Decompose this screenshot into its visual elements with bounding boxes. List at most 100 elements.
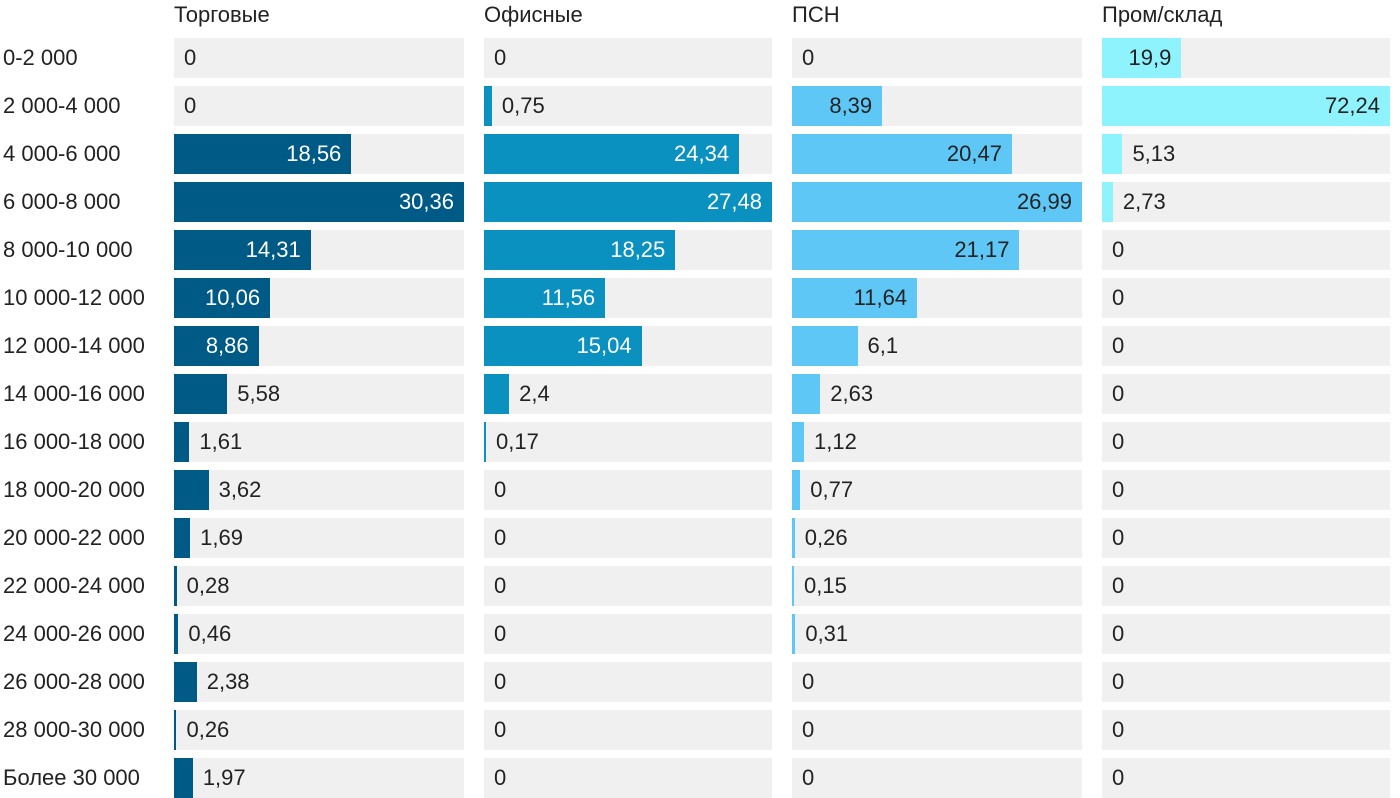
bar-track: 0 (484, 38, 772, 78)
data-label: 0 (1112, 285, 1125, 310)
bar-track: 0 (1102, 662, 1390, 702)
data-label: 1,61 (199, 429, 243, 454)
data-label: 27,48 (706, 189, 762, 214)
category-label: 18 000-20 000 (3, 477, 145, 502)
bar (792, 86, 883, 126)
bar-track: 3,62 (174, 470, 464, 510)
data-label: 2,63 (830, 381, 874, 406)
bar-track: 0 (484, 710, 772, 750)
bar-track: 18,56 (174, 134, 464, 174)
data-label: 14,31 (245, 237, 301, 262)
data-label: 0 (1112, 669, 1125, 694)
bar-track: 0 (792, 758, 1082, 798)
bar-track: 0 (484, 470, 772, 510)
bar (484, 422, 486, 462)
bar (792, 566, 794, 606)
category-label: 0-2 000 (3, 45, 78, 70)
data-label: 0,46 (188, 621, 232, 646)
data-label: 6,1 (867, 333, 899, 358)
category-label: 16 000-18 000 (3, 429, 145, 454)
bar (1102, 182, 1113, 222)
bar (174, 230, 311, 270)
category-label: 26 000-28 000 (3, 669, 145, 694)
data-label: 0 (494, 525, 507, 550)
bar-track: 0 (792, 38, 1082, 78)
data-label: 24,34 (674, 141, 730, 166)
data-label: 30,36 (398, 189, 454, 214)
bar-track: 2,73 (1102, 182, 1390, 222)
data-label: 0,31 (805, 621, 849, 646)
bar-track: 0,77 (792, 470, 1082, 510)
data-label: 2,38 (206, 669, 250, 694)
bar (792, 326, 858, 366)
bar-track: 0 (1102, 230, 1390, 270)
data-label: 0,77 (810, 477, 854, 502)
bar-track: 0 (1102, 326, 1390, 366)
data-label: 0 (184, 93, 197, 118)
data-label: 5,13 (1132, 141, 1176, 166)
data-label: 0 (494, 765, 507, 790)
bar (792, 230, 1020, 270)
data-label: 0 (1112, 477, 1125, 502)
bar-track: 0,31 (792, 614, 1082, 654)
bar-track: 0 (1102, 710, 1390, 750)
bar-track: 1,12 (792, 422, 1082, 462)
bar-track: 14,31 (174, 230, 464, 270)
data-label: 0,26 (186, 717, 230, 742)
data-label: 11,64 (853, 285, 908, 310)
data-label: 0 (1112, 717, 1125, 742)
bar (174, 470, 209, 510)
bar-track: 26,99 (792, 182, 1082, 222)
bar-track: 21,17 (792, 230, 1082, 270)
bar-track: 5,13 (1102, 134, 1390, 174)
bar-track: 0 (484, 758, 772, 798)
data-label: 5,58 (237, 381, 281, 406)
bar-track: 0 (1102, 566, 1390, 606)
data-label: 15,04 (576, 333, 632, 358)
data-label: 8,39 (829, 93, 873, 118)
bar (174, 422, 190, 462)
data-label: 0 (1112, 525, 1125, 550)
series-title: Торговые (174, 2, 270, 27)
bar-track: 15,04 (484, 326, 772, 366)
bar-track: 0 (1102, 278, 1390, 318)
data-label: 18,25 (610, 237, 666, 262)
bar-track: 2,63 (792, 374, 1082, 414)
bar (1102, 38, 1182, 78)
data-label: 0 (494, 669, 507, 694)
category-label: 22 000-24 000 (3, 573, 145, 598)
category-label: 12 000-14 000 (3, 333, 145, 358)
bar (484, 86, 492, 126)
data-label: 0 (1112, 429, 1125, 454)
data-label: 0 (1112, 573, 1125, 598)
category-label: 14 000-16 000 (3, 381, 145, 406)
data-label: 10,06 (205, 285, 261, 310)
category-label: 4 000-6 000 (3, 141, 121, 166)
data-label: 19,9 (1128, 45, 1172, 70)
bar (174, 374, 228, 414)
data-label: 8,86 (205, 333, 249, 358)
data-label: 2,4 (519, 381, 550, 406)
bar-track: 0 (1102, 758, 1390, 798)
data-label: 0 (184, 45, 197, 70)
bar-track: 0 (1102, 614, 1390, 654)
bar (174, 662, 197, 702)
data-label: 3,62 (218, 477, 262, 502)
bar-track: 72,24 (1102, 86, 1390, 126)
bar (792, 614, 796, 654)
bar-track: 0 (1102, 470, 1390, 510)
data-label: 72,24 (1324, 93, 1380, 118)
bar-track: 0 (1102, 518, 1390, 558)
category-label: 20 000-22 000 (3, 525, 145, 550)
bar (792, 374, 821, 414)
bar-track: 8,86 (174, 326, 464, 366)
data-label: 0 (802, 717, 815, 742)
bar (792, 134, 1012, 174)
data-label: 2,73 (1122, 189, 1166, 214)
data-label: 0,26 (804, 525, 848, 550)
bar-track: 27,48 (484, 182, 772, 222)
bar-track: 0 (792, 710, 1082, 750)
data-label: 0 (1112, 333, 1125, 358)
bar (174, 566, 177, 606)
data-label: 1,69 (200, 525, 243, 550)
